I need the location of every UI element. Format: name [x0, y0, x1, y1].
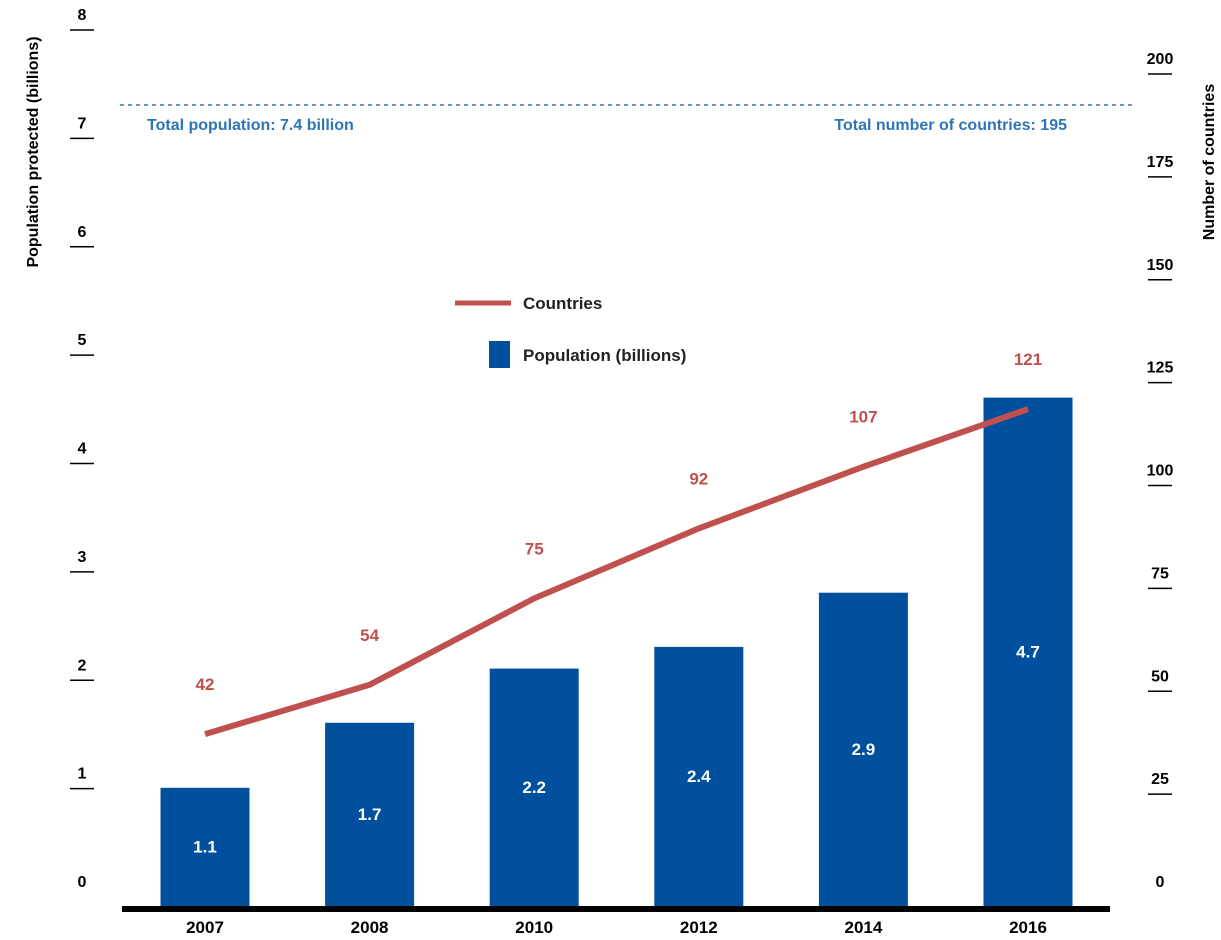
y-right-tick-label: 175 [1147, 154, 1174, 171]
y-left-axis-title: Population protected (billions) [25, 36, 42, 267]
countries-value-label: 42 [196, 675, 215, 694]
y-right-tick-label: 125 [1147, 360, 1174, 377]
legend-countries-label: Countries [523, 294, 602, 313]
x-tick-label: 2014 [844, 918, 882, 937]
countries-value-label: 107 [849, 408, 877, 427]
y-left-tick-label: 6 [78, 224, 87, 241]
x-tick-label: 2008 [351, 918, 389, 937]
bar-2012 [654, 646, 744, 907]
bars: 1.1 1.7 2.2 2.4 2.9 4.7 [160, 397, 1073, 907]
y-left-tick-label: 1 [78, 766, 87, 783]
y-left-tick-label: 2 [78, 657, 87, 674]
countries-line-path [204, 406, 1029, 738]
bar-value-label: 1.7 [358, 805, 382, 824]
bar-value-label: 4.7 [1016, 642, 1040, 661]
y-right-tick-label: 25 [1151, 771, 1169, 788]
y-right-tick-label: 150 [1147, 257, 1174, 274]
bar-2007 [160, 787, 250, 907]
countries-value-label: 75 [525, 539, 544, 558]
y-right-tick-label: 75 [1151, 565, 1169, 582]
x-axis: 2007 2008 2010 2012 2014 2016 [122, 906, 1110, 937]
y-left-tick-label: 8 [78, 7, 87, 24]
x-tick-label: 2016 [1009, 918, 1047, 937]
countries-value-label: 121 [1014, 350, 1042, 369]
y-right-axis-title: Number of countries [1201, 84, 1218, 241]
left-axis: 0 1 2 3 4 5 6 7 8 [70, 7, 94, 891]
y-left-tick-label: 7 [78, 115, 87, 132]
legend-population-swatch [489, 341, 510, 368]
total-population-label: Total population: 7.4 billion [147, 117, 354, 134]
bar-value-label: 2.2 [522, 778, 546, 797]
y-right-tick-label: 50 [1151, 668, 1169, 685]
right-axis: 0 25 50 75 100 125 150 175 200 [1147, 51, 1174, 891]
countries-line: 42 54 75 92 107 121 [196, 350, 1042, 738]
bar-2014 [818, 592, 908, 907]
y-left-tick-label: 3 [78, 549, 87, 566]
total-countries-label: Total number of countries: 195 [834, 117, 1067, 134]
x-tick-label: 2012 [680, 918, 718, 937]
bar-2010 [489, 668, 579, 907]
x-tick-label: 2010 [515, 918, 553, 937]
countries-value-label: 92 [689, 469, 708, 488]
y-right-tick-label: 0 [1156, 874, 1165, 891]
legend: Countries Population (billions) [455, 294, 686, 368]
bar-value-label: 2.4 [687, 767, 711, 786]
y-left-tick-label: 0 [78, 874, 87, 891]
countries-value-label: 54 [360, 626, 379, 645]
y-left-tick-label: 4 [78, 441, 87, 458]
legend-population-label: Population (billions) [523, 346, 686, 365]
y-right-tick-label: 100 [1147, 463, 1174, 480]
y-right-tick-label: 200 [1147, 51, 1174, 68]
bar-2016 [983, 397, 1073, 907]
y-left-tick-label: 5 [78, 332, 87, 349]
bar-value-label: 2.9 [852, 740, 876, 759]
x-tick-label: 2007 [186, 918, 224, 937]
bar-2008 [325, 722, 415, 907]
bar-value-label: 1.1 [193, 837, 217, 856]
